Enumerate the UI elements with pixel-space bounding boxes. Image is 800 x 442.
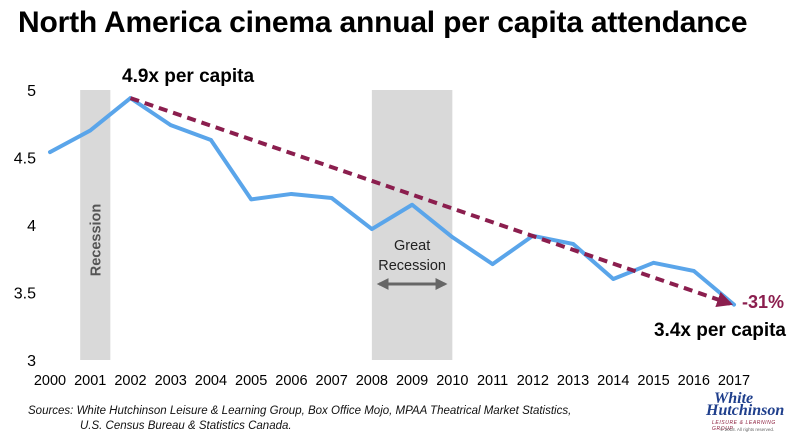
data-point bbox=[289, 192, 294, 196]
data-point bbox=[249, 197, 253, 202]
y-tick-label: 3.5 bbox=[14, 286, 36, 303]
x-tick-label: 2015 bbox=[637, 373, 669, 389]
start-annotation: 4.9x per capita bbox=[122, 66, 254, 87]
data-point bbox=[571, 242, 575, 246]
chart-title: North America cinema annual per capita a… bbox=[18, 6, 748, 39]
sources-line-2: U.S. Census Bureau & Statistics Canada. bbox=[80, 420, 292, 432]
x-tick-label: 2007 bbox=[316, 373, 348, 389]
x-tick-label: 2016 bbox=[678, 373, 710, 389]
data-point bbox=[450, 235, 455, 239]
change-annotation: -31% bbox=[742, 292, 784, 312]
great-recession-label-line-2: Recession bbox=[378, 258, 446, 274]
recession-label: Recession bbox=[88, 204, 104, 277]
logo-copyright: © 2018. All rights reserved. bbox=[720, 427, 775, 432]
sources-note: Sources: White Hutchinson Leisure & Lear… bbox=[28, 404, 571, 434]
data-point bbox=[48, 150, 52, 154]
data-point bbox=[209, 138, 213, 142]
end-annotation: 3.4x per capita bbox=[654, 320, 786, 341]
data-point bbox=[732, 302, 736, 307]
data-point bbox=[691, 269, 696, 273]
data-point bbox=[329, 196, 334, 200]
trend-arrow bbox=[129, 96, 734, 308]
y-tick-label: 3 bbox=[27, 353, 36, 370]
x-tick-label: 2017 bbox=[718, 373, 750, 389]
x-tick-label: 2014 bbox=[597, 373, 629, 389]
y-tick-label: 5 bbox=[27, 83, 36, 100]
x-tick-label: 2003 bbox=[155, 373, 187, 389]
x-tick-label: 2011 bbox=[477, 373, 508, 389]
x-tick-label: 2000 bbox=[34, 373, 66, 389]
x-tick-label: 2012 bbox=[517, 373, 549, 389]
x-tick-label: 2013 bbox=[557, 373, 589, 389]
logo-word-2: Hutchinson bbox=[706, 402, 785, 419]
x-tick-label: 2004 bbox=[195, 373, 227, 389]
data-point bbox=[651, 261, 656, 265]
great-recession-label-line-1: Great bbox=[394, 238, 430, 254]
y-tick-label: 4 bbox=[27, 218, 36, 235]
x-tick-label: 2002 bbox=[114, 373, 146, 389]
sources-line-1: Sources: White Hutchinson Leisure & Lear… bbox=[28, 405, 572, 417]
attendance-series-line bbox=[48, 96, 736, 307]
data-point bbox=[88, 128, 93, 133]
data-point bbox=[611, 277, 616, 281]
x-tick-label: 2008 bbox=[356, 373, 388, 389]
x-tick-label: 2001 bbox=[74, 373, 106, 389]
x-tick-label: 2005 bbox=[235, 373, 267, 389]
data-point bbox=[490, 262, 495, 266]
x-tick-label: 2006 bbox=[275, 373, 307, 389]
data-point bbox=[410, 202, 414, 207]
data-point bbox=[168, 123, 173, 127]
data-point bbox=[370, 227, 374, 231]
logo-word-1: White bbox=[714, 390, 754, 407]
logo-tagline: LEISURE & LEARNING GROUP bbox=[712, 420, 776, 432]
y-tick-label: 4.5 bbox=[14, 151, 36, 168]
x-tick-label: 2010 bbox=[436, 373, 468, 389]
white-hutchinson-logo: White Hutchinson LEISURE & LEARNING GROU… bbox=[706, 390, 796, 438]
x-tick-label: 2009 bbox=[396, 373, 428, 389]
